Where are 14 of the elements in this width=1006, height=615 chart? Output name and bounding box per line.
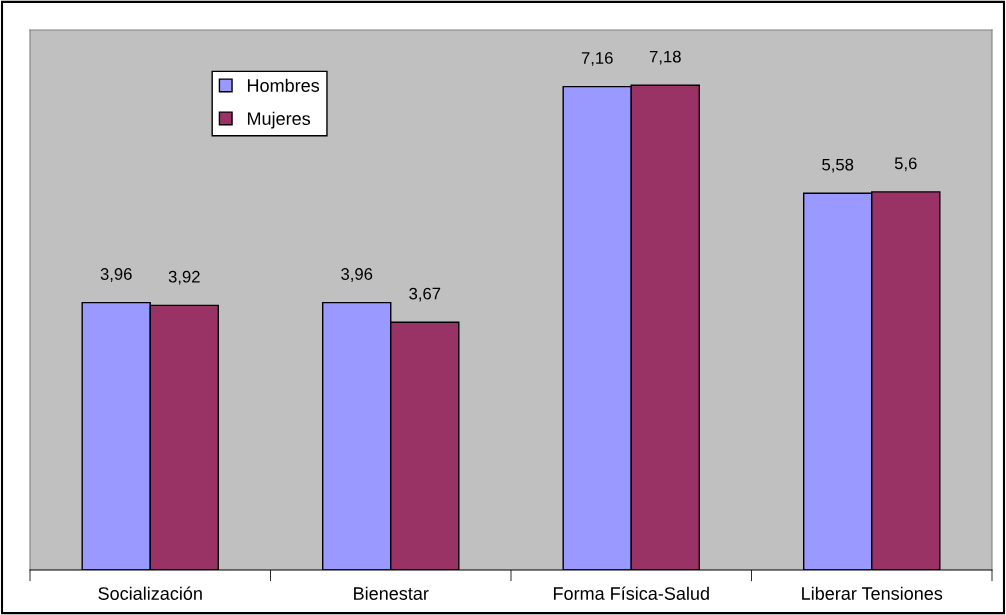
- data-label: 7,18: [649, 50, 681, 65]
- x-tick-label: Bienestar: [354, 586, 429, 600]
- data-label: 5,6: [894, 157, 917, 172]
- data-label: 3,92: [168, 270, 200, 285]
- legend-label: Hombres: [247, 78, 320, 92]
- x-tick-label: Socialización: [98, 586, 202, 600]
- x-tick-label: Liberar Tensiones: [802, 586, 943, 600]
- x-tick-label: Forma Física-Salud: [553, 586, 709, 600]
- data-label: 3,96: [341, 268, 373, 282]
- data-label: 7,16: [581, 52, 613, 66]
- data-label: 5,58: [822, 158, 854, 173]
- data-label: 3,96: [100, 268, 132, 282]
- legend-label: Mujeres: [247, 111, 311, 129]
- data-label: 3,67: [409, 287, 441, 302]
